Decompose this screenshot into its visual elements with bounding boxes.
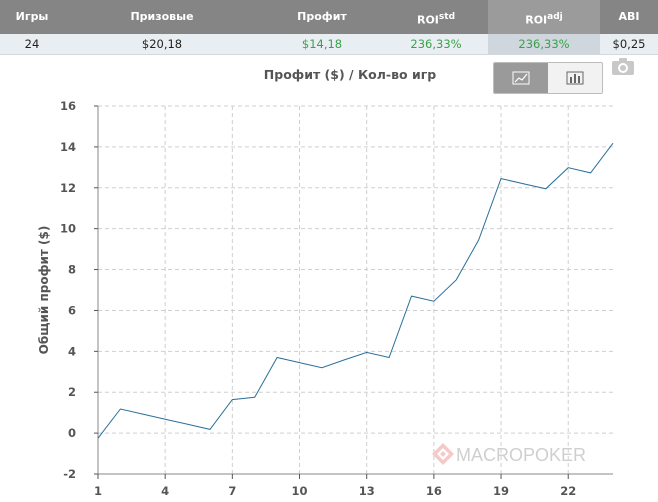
y-tick-label: -2 [63,467,76,481]
x-tick-label: 16 [426,484,442,498]
profit-line [97,142,614,439]
x-tick-label: 7 [228,484,236,498]
value-roi-adj: 236,33% [488,34,600,54]
y-tick-label: 6 [68,303,76,317]
macropoker-logo-icon [432,443,454,465]
value-abi: $0,25 [612,37,646,51]
x-tick-label: 19 [493,484,509,498]
y-tick-label: 14 [60,140,76,154]
value-profit: $14,18 [301,37,343,51]
stats-table: Игры Призовые Профит ROIstd ROIadj ABI 2… [0,0,658,55]
header-roi-adj-sup: adj [547,12,563,22]
x-tick-label: 13 [359,484,375,498]
line-chart-icon [512,71,530,85]
y-tick-label: 2 [68,385,76,399]
chart-type-toggle [493,62,603,94]
y-axis-label: Общий профит ($) [37,226,51,355]
x-tick-label: 1 [94,484,102,498]
y-tick-label: 4 [68,344,76,358]
header-games[interactable]: Игры [15,10,49,23]
header-roi-adj[interactable]: ROIadj [488,0,600,34]
x-tick-label: 22 [560,484,576,498]
header-roi-std[interactable]: ROIstd [384,0,488,34]
value-winnings: $20,18 [141,37,183,51]
header-abi[interactable]: ABI [618,10,640,23]
y-tick-label: 10 [60,222,76,236]
watermark-text: MACROPOKER [456,445,586,465]
chart-axes [97,106,613,475]
y-tick-label: 12 [60,181,76,195]
bar-chart-button[interactable] [548,63,602,93]
y-tick-label: 8 [68,263,76,277]
value-roi-std: 236,33% [410,37,462,51]
header-roi-std-sup: std [438,12,456,22]
header-profit[interactable]: Профит [297,10,347,23]
value-games: 24 [24,37,40,51]
camera-icon[interactable] [611,56,635,76]
watermark: MACROPOKER [432,443,586,465]
x-tick-label: 4 [161,484,169,498]
bar-chart-icon [566,71,584,85]
header-winnings[interactable]: Призовые [130,10,194,23]
line-chart-button[interactable] [494,63,548,93]
y-tick-label: 0 [68,426,76,440]
chart-title: Профит ($) / Кол-во игр [263,67,437,82]
x-tick-label: 10 [292,484,308,498]
stats-header-row: Игры Призовые Профит ROIstd ROIadj ABI [0,0,658,34]
y-tick-label: 16 [60,99,76,113]
stats-values-row: 24 $20,18 $14,18 236,33% 236,33% $0,25 [0,34,658,55]
chart-grid [97,105,613,475]
header-roi-adj-base: ROI [525,13,548,27]
header-roi-std-base: ROI [416,13,439,27]
